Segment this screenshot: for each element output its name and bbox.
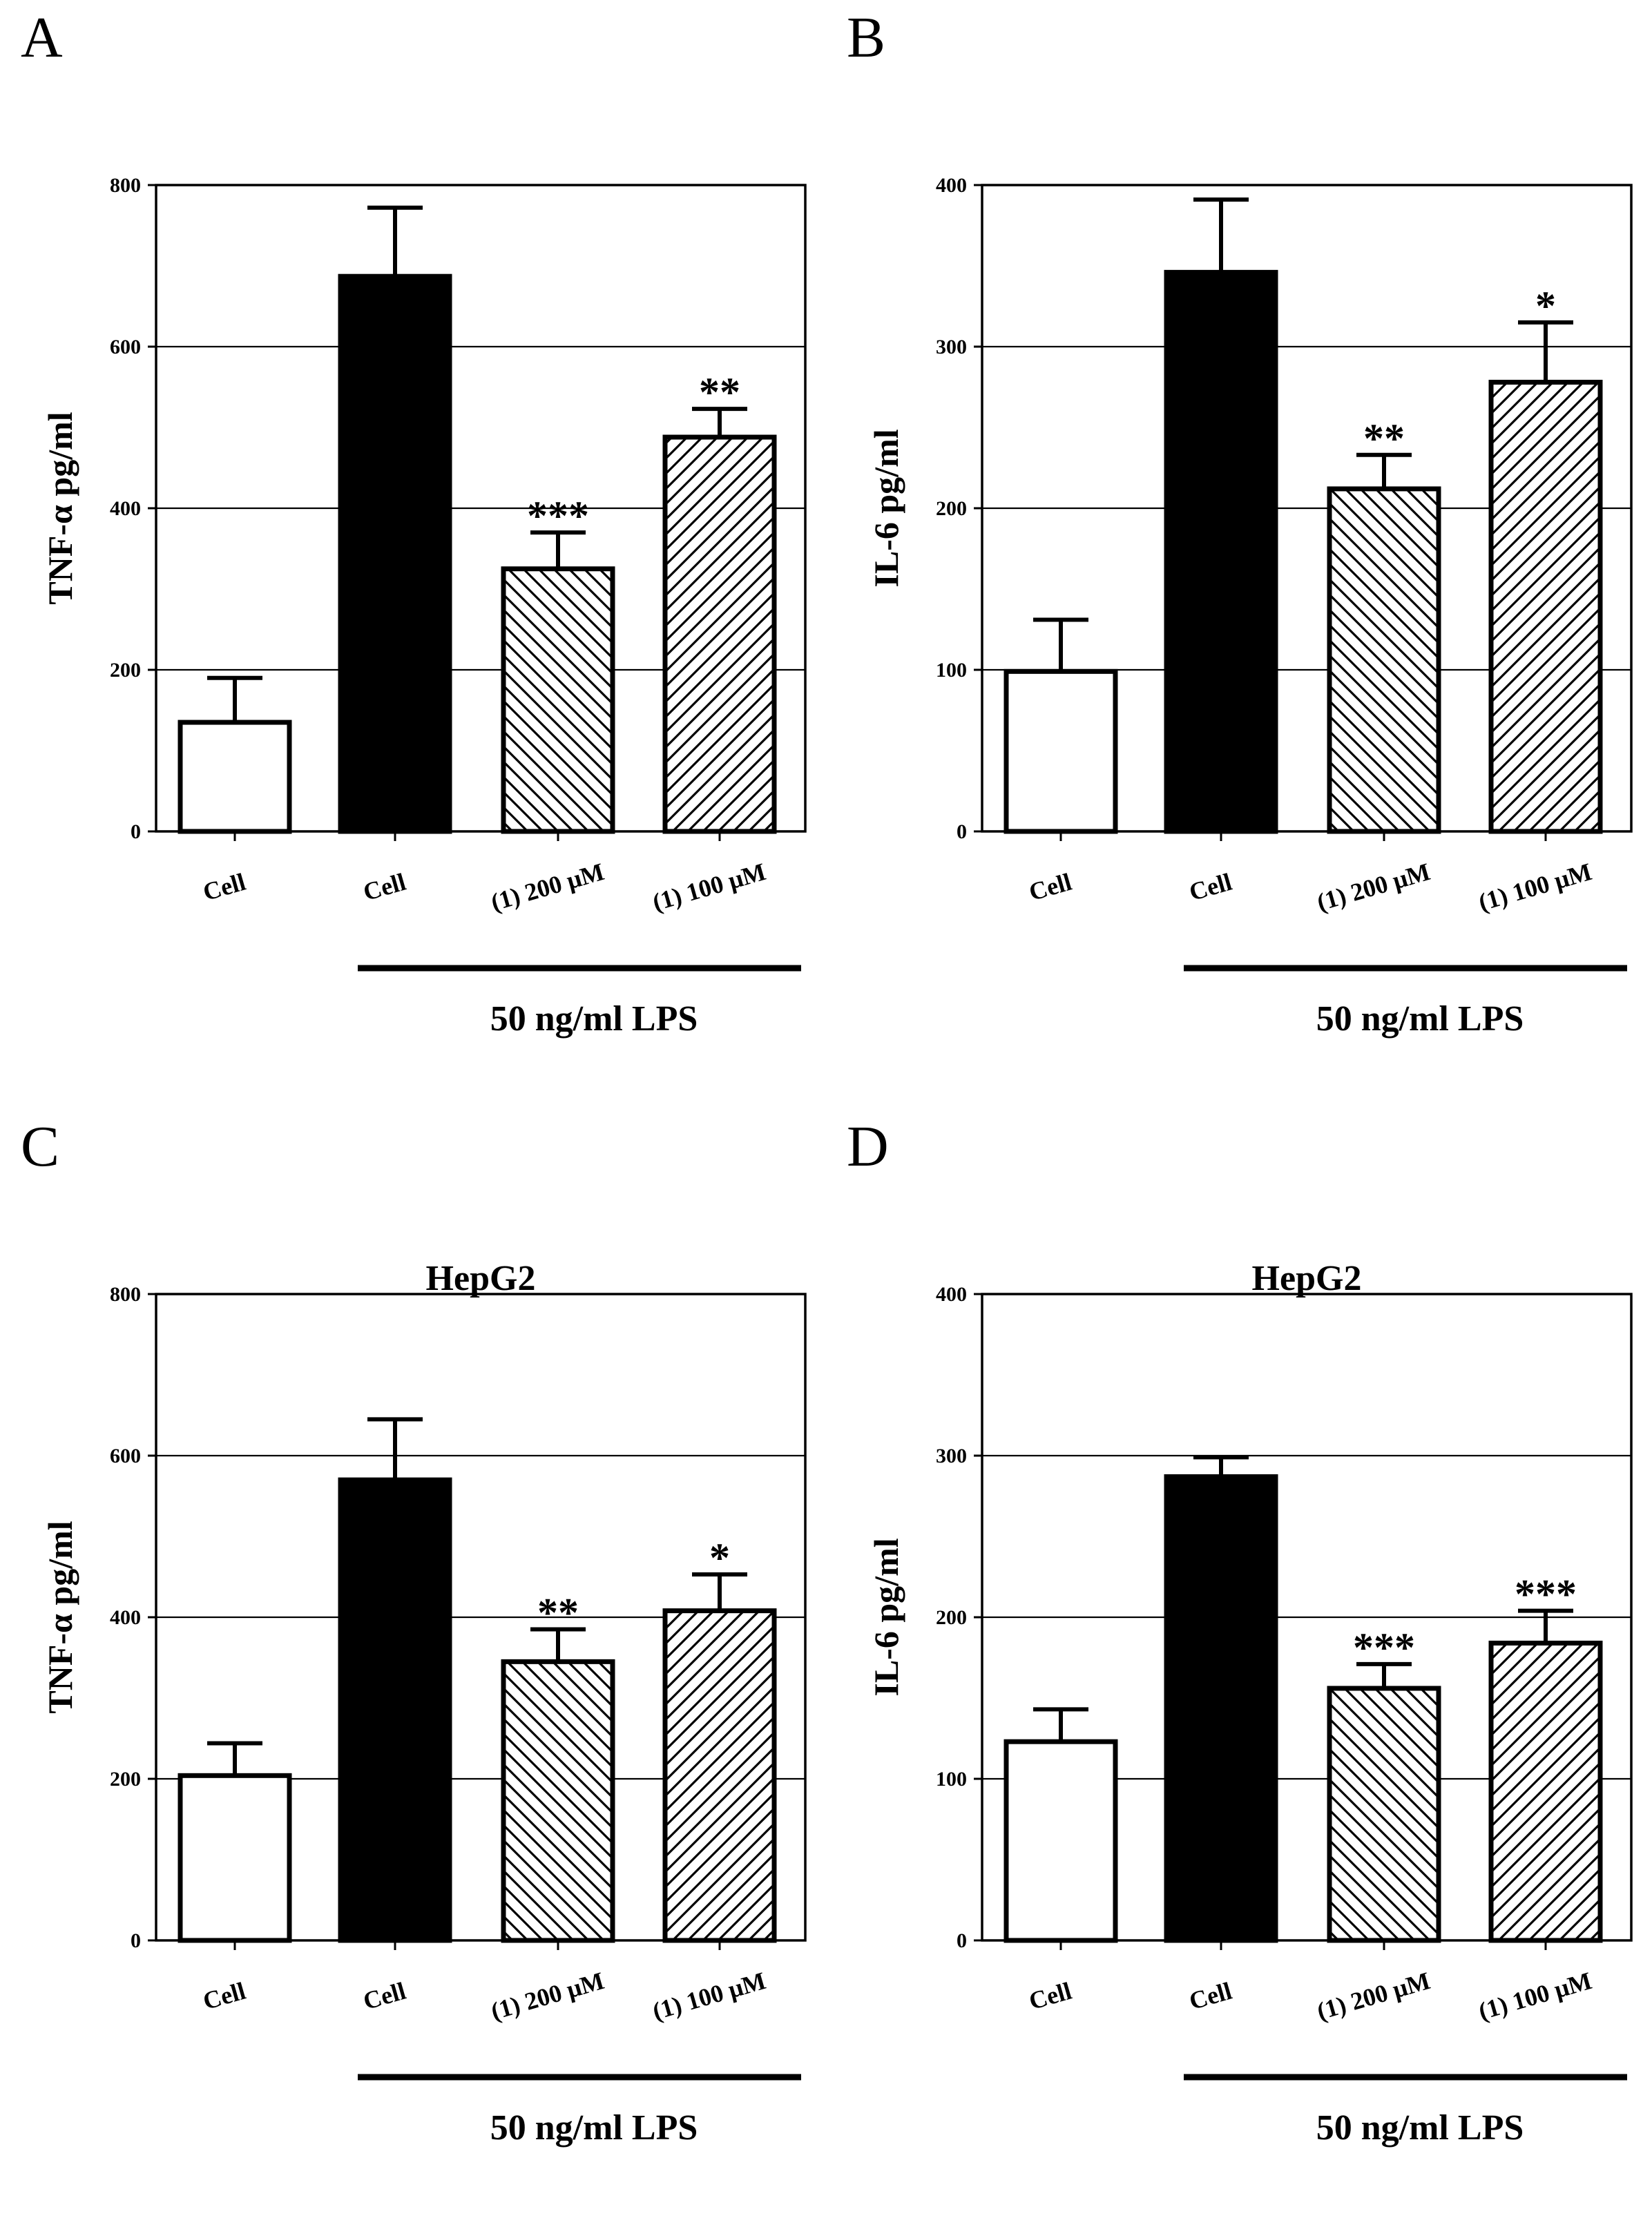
significance-mark: *	[709, 1535, 730, 1581]
treatment-label: 50 ng/ml LPS	[490, 999, 698, 1039]
chart-panel-d: D HepG2 0 100 200 300 400 IL-6 pg/ml Cell Cell ***…	[826, 1109, 1652, 2218]
panel-letter: D	[847, 1115, 889, 1179]
plot-frame	[155, 184, 807, 833]
y-tick-label: 100	[936, 1768, 967, 1791]
category-label: Cell	[1026, 1977, 1075, 2016]
bar	[1164, 269, 1278, 834]
y-tick-label: 0	[131, 1929, 141, 1952]
plot-frame	[981, 1293, 1633, 1942]
category-label: (1) 200 μM	[1314, 1967, 1433, 2025]
y-tick-label: 200	[110, 659, 141, 682]
y-tick-label: 300	[936, 1445, 967, 1467]
y-axis-label: TNF-α pg/ml	[41, 412, 79, 604]
chart-svg: D HepG2 0 100 200 300 400 IL-6 pg/ml Cell Cell ***…	[847, 1115, 1633, 2148]
chart-svg: A 0 200 400 600 800 TNF-α pg/ml Cell Cell *** (1) …	[21, 6, 807, 1039]
bar	[501, 1659, 615, 1943]
significance-mark: ***	[527, 493, 589, 539]
panel-letter: A	[21, 6, 63, 70]
treatment-label: 50 ng/ml LPS	[1316, 2108, 1524, 2148]
significance-mark: ***	[1353, 1625, 1415, 1670]
category-label: (1) 200 μM	[488, 858, 607, 916]
significance-mark: *	[1535, 283, 1556, 329]
significance-mark: **	[699, 369, 740, 415]
chart-svg: B 0 100 200 300 400 IL-6 pg/ml Cell Cell ** (1) 20…	[847, 6, 1633, 1039]
plot-frame	[981, 184, 1633, 833]
y-tick-label: 200	[936, 1606, 967, 1629]
chart-panel-c: C HepG2 0 200 400 600 800 TNF-α pg/ml Cell Cell **…	[0, 1109, 826, 2218]
category-label: Cell	[1186, 868, 1235, 907]
y-tick-label: 400	[936, 174, 967, 197]
chart-panel-b: B 0 100 200 300 400 IL-6 pg/ml Cell Cell ** (1) 20…	[826, 0, 1652, 1109]
bar	[177, 720, 292, 834]
bar	[1488, 379, 1603, 834]
bar	[1488, 1640, 1603, 1943]
bar	[1003, 668, 1118, 834]
category-label: Cell	[1026, 868, 1075, 907]
significance-mark: **	[1363, 416, 1405, 461]
bar	[1003, 1739, 1118, 1943]
category-label: (1) 200 μM	[488, 1967, 607, 2025]
panel-letter: C	[21, 1115, 59, 1179]
y-tick-label: 400	[936, 1283, 967, 1306]
y-tick-label: 400	[110, 1606, 141, 1629]
chart-title: HepG2	[426, 1259, 536, 1298]
category-label: Cell	[1186, 1977, 1235, 2016]
y-tick-label: 0	[957, 820, 967, 843]
category-label: (1) 100 μM	[649, 858, 769, 916]
y-axis-label: TNF-α pg/ml	[41, 1521, 79, 1713]
category-label: Cell	[200, 1977, 249, 2016]
y-tick-label: 200	[110, 1768, 141, 1791]
bar	[177, 1773, 292, 1943]
treatment-label: 50 ng/ml LPS	[1316, 999, 1524, 1039]
y-axis-label: IL-6 pg/ml	[867, 1538, 905, 1696]
category-label: (1) 100 μM	[1475, 1967, 1595, 2025]
y-tick-label: 200	[936, 497, 967, 520]
category-label: (1) 100 μM	[1475, 858, 1595, 916]
y-tick-label: 800	[110, 1283, 141, 1306]
plot-frame	[155, 1293, 807, 1942]
y-tick-label: 0	[131, 820, 141, 843]
y-axis-label: IL-6 pg/ml	[867, 429, 905, 587]
chart-panel-a: A 0 200 400 600 800 TNF-α pg/ml Cell Cell *** (1) …	[0, 0, 826, 1109]
bar	[1327, 486, 1441, 834]
bar	[1164, 1474, 1278, 1943]
treatment-label: 50 ng/ml LPS	[490, 2108, 698, 2148]
category-label: Cell	[360, 1977, 409, 2016]
bar	[1327, 1686, 1441, 1943]
category-label: Cell	[360, 868, 409, 907]
y-tick-label: 100	[936, 659, 967, 682]
bar	[662, 1608, 777, 1943]
bar	[338, 1477, 452, 1943]
chart-title: HepG2	[1252, 1259, 1362, 1298]
bar	[338, 273, 452, 834]
y-tick-label: 300	[936, 336, 967, 358]
y-tick-label: 0	[957, 1929, 967, 1952]
category-label: (1) 100 μM	[649, 1967, 769, 2025]
y-tick-label: 600	[110, 336, 141, 358]
bar	[662, 434, 777, 834]
y-tick-label: 400	[110, 497, 141, 520]
y-tick-label: 600	[110, 1445, 141, 1467]
significance-mark: **	[537, 1590, 579, 1636]
category-label: Cell	[200, 868, 249, 907]
category-label: (1) 200 μM	[1314, 858, 1433, 916]
panel-letter: B	[847, 6, 885, 70]
y-tick-label: 800	[110, 174, 141, 197]
significance-mark: ***	[1515, 1572, 1577, 1617]
bar	[501, 566, 615, 834]
